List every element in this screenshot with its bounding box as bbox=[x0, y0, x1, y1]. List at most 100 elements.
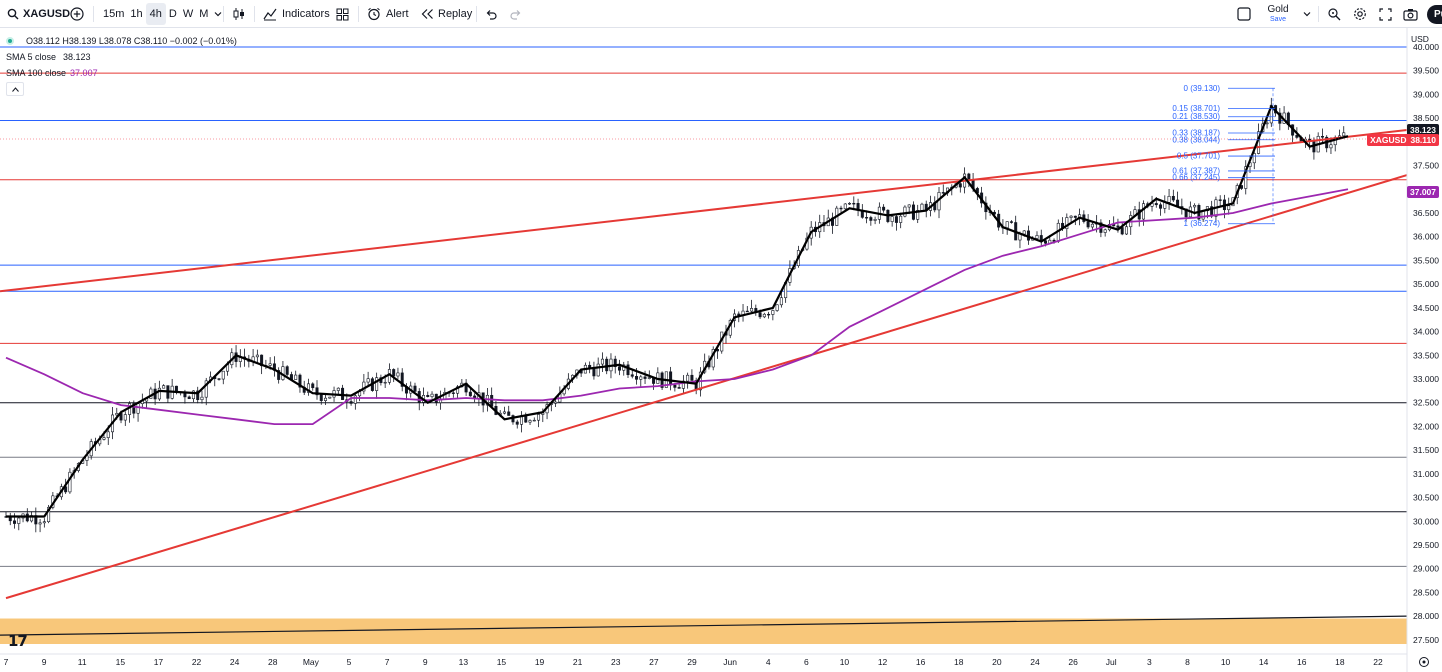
lower-trendline[interactable] bbox=[5, 174, 1408, 600]
replay-button[interactable]: Replay bbox=[421, 0, 472, 28]
candle-body bbox=[775, 304, 779, 311]
candle-body bbox=[47, 507, 51, 523]
price-tick-label: 29.500 bbox=[1413, 540, 1439, 550]
candle-body bbox=[1044, 240, 1048, 244]
undo-button[interactable] bbox=[485, 0, 497, 28]
layout-menu-button[interactable] bbox=[1303, 0, 1311, 28]
candle-body bbox=[298, 374, 302, 388]
timeframe-m[interactable]: M bbox=[199, 8, 209, 20]
candle-body bbox=[1086, 221, 1090, 228]
time-tick-label: 10 bbox=[1221, 657, 1231, 667]
timeframe-4h[interactable]: 4h bbox=[145, 3, 166, 25]
snapshot-button[interactable] bbox=[1403, 0, 1418, 28]
candle-body bbox=[38, 522, 42, 525]
camera-icon bbox=[1403, 8, 1418, 21]
candle-body bbox=[349, 401, 353, 404]
sma5-legend[interactable]: SMA 5 close 38.123 bbox=[6, 49, 237, 65]
sma5-value: 38.123 bbox=[63, 52, 91, 62]
candle-body bbox=[839, 207, 843, 210]
candle-body bbox=[200, 396, 204, 401]
upper-trendline[interactable] bbox=[0, 129, 1408, 293]
candle-body bbox=[375, 377, 379, 391]
timeframe-w[interactable]: W bbox=[182, 8, 194, 20]
price-tick-label: 33.000 bbox=[1413, 374, 1439, 384]
price-tick-label: 28.500 bbox=[1413, 587, 1439, 597]
tradingview-logo: 17 bbox=[8, 632, 28, 650]
candle-body bbox=[362, 381, 366, 392]
sma5-line bbox=[6, 104, 1349, 518]
layout-save-status: Save bbox=[1270, 16, 1286, 23]
chevron-down-icon[interactable] bbox=[214, 10, 222, 18]
timeframe-1h[interactable]: 1h bbox=[130, 8, 143, 20]
legend-collapse-button[interactable] bbox=[6, 81, 237, 97]
candle-body bbox=[1159, 204, 1163, 209]
candle-body bbox=[17, 517, 21, 524]
indicators-button[interactable]: Indicators bbox=[263, 0, 330, 28]
fullscreen-button[interactable] bbox=[1379, 0, 1392, 28]
gear-icon-center bbox=[1422, 660, 1426, 664]
candle-body bbox=[515, 421, 519, 425]
time-tick-label: 22 bbox=[192, 657, 202, 667]
publish-button[interactable]: Pu bbox=[1427, 0, 1442, 28]
time-tick-label: 7 bbox=[4, 657, 9, 667]
candle-body bbox=[315, 387, 319, 396]
time-tick-label: 14 bbox=[1259, 657, 1269, 667]
time-scale[interactable]: 7 9 11 15 17 22 24 28 May 5 7 9 13 15 19 21 23 27 29 Jun 4 6 1… bbox=[4, 657, 1383, 667]
compare-symbol-button[interactable] bbox=[70, 0, 84, 28]
candle-body bbox=[596, 363, 600, 377]
fib-retracement[interactable]: 0 (39.130) 0.15 (38.701)0.21 (38.530) 0.33… bbox=[1172, 84, 1275, 228]
gear-icon bbox=[1353, 7, 1367, 21]
price-scale[interactable]: 40.00039.50039.00038.50038.00037.50037.0… bbox=[1413, 42, 1439, 645]
timeframe-15m[interactable]: 15m bbox=[103, 8, 125, 20]
candle-body bbox=[843, 203, 847, 210]
chart-area[interactable]: 0 (39.130) 0.15 (38.701)0.21 (38.530) 0.33… bbox=[0, 28, 1442, 672]
fib-level-label: 0.66 (37.245) bbox=[1172, 173, 1220, 182]
candle-body bbox=[115, 413, 119, 416]
layouts-button[interactable] bbox=[336, 0, 349, 28]
candle-body bbox=[852, 202, 856, 205]
candle-body bbox=[686, 374, 690, 382]
candle-body bbox=[217, 378, 221, 380]
candle-body bbox=[890, 216, 894, 222]
redo-button[interactable] bbox=[510, 0, 522, 28]
time-tick-label: 10 bbox=[840, 657, 850, 667]
time-tick-label: 6 bbox=[804, 657, 809, 667]
zone-trendline[interactable] bbox=[0, 615, 1408, 636]
alert-label: Alert bbox=[386, 8, 409, 20]
price-tick-label: 35.000 bbox=[1413, 279, 1439, 289]
chart-background bbox=[0, 28, 1407, 644]
chart-type-button[interactable] bbox=[232, 0, 246, 28]
candle-body bbox=[187, 396, 191, 400]
price-tick-label: 27.500 bbox=[1413, 635, 1439, 645]
settings-button[interactable] bbox=[1353, 0, 1367, 28]
symbol-search[interactable]: XAGUSD bbox=[7, 0, 70, 28]
candle-body bbox=[941, 192, 945, 194]
time-tick-label: 8 bbox=[1185, 657, 1190, 667]
currency-label: USD bbox=[1411, 34, 1429, 44]
sma5-label: SMA 5 close bbox=[6, 52, 57, 62]
candle-body bbox=[106, 431, 110, 438]
toolbar-divider bbox=[93, 6, 94, 22]
toolbar-divider bbox=[223, 6, 224, 22]
sma100-legend[interactable]: SMA 100 close 37.007 bbox=[6, 65, 237, 81]
candle-body bbox=[383, 381, 387, 384]
timeframe-d[interactable]: D bbox=[168, 8, 177, 20]
price-tick-label: 35.500 bbox=[1413, 255, 1439, 265]
layout-name: Gold bbox=[1267, 4, 1289, 15]
layout-name-button[interactable]: Gold Save bbox=[1263, 0, 1293, 28]
time-tick-label: 29 bbox=[687, 657, 697, 667]
alert-button[interactable]: Alert bbox=[367, 0, 409, 28]
candle-body bbox=[643, 376, 647, 379]
candle-body bbox=[324, 397, 328, 401]
quick-search-button[interactable] bbox=[1327, 0, 1341, 28]
time-tick-label: Jun bbox=[723, 657, 737, 667]
candle-body bbox=[277, 370, 281, 380]
candle-body bbox=[745, 310, 749, 313]
price-tick-label: 28.000 bbox=[1413, 611, 1439, 621]
time-scale-settings-button[interactable] bbox=[1419, 657, 1429, 667]
fib-level-label: 0.21 (38.530) bbox=[1172, 112, 1220, 121]
candle-body bbox=[894, 216, 898, 223]
price-tick-label: 30.500 bbox=[1413, 493, 1439, 503]
select-layout-checkbox[interactable] bbox=[1237, 0, 1251, 28]
candle-body bbox=[630, 374, 634, 377]
